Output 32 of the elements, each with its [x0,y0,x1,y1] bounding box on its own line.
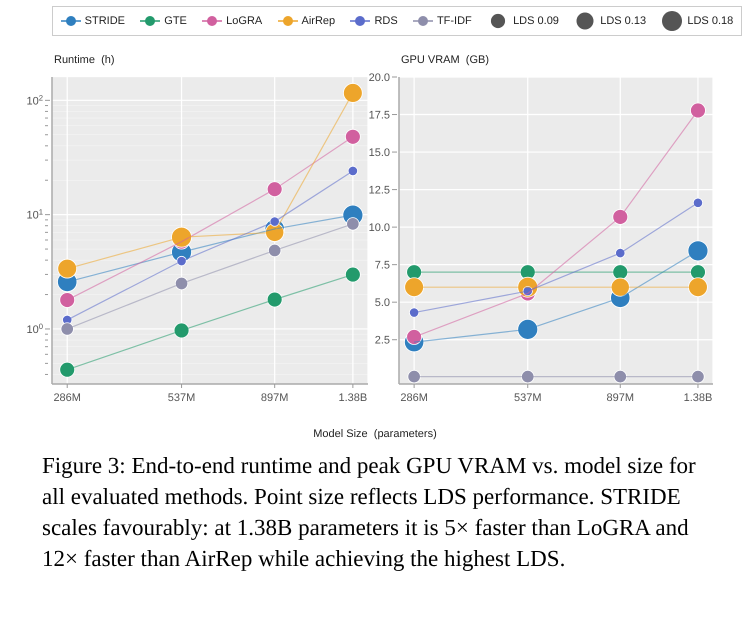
x-tick-label: 897M [260,392,288,404]
y-tick-label: 2.5 [374,334,390,347]
legend-label: TF-IDF [436,15,472,27]
legend-label: GTE [164,15,187,27]
y-tick-label: 17.5 [368,110,390,122]
x-tick-label: 286M [53,392,81,404]
legend-label: RDS [374,15,398,27]
legend-label: STRIDE [84,15,125,27]
y-axis-title: GPU VRAM (GB) [401,54,490,66]
y-axis-title: Runtime (h) [54,54,115,66]
x-axis-title: Model Size (parameters) [312,428,438,440]
legend-label: LDS 0.13 [600,15,646,27]
x-tick-label: 1.38B [338,392,368,404]
legend-label: AirRep [302,15,336,27]
y-tick-label: 7.5 [374,260,390,272]
y-tick-label: 10$^{2}$ [26,92,43,108]
legend-label: LDS 0.18 [687,15,734,27]
legend-label: LoGRA [226,15,262,27]
x-tick-label: 286M [400,392,428,404]
y-tick-label: 20.0 [368,72,390,84]
y-tick-label: 10$^{1}$ [26,207,43,222]
y-tick-label: 5.0 [374,297,390,310]
y-tick-label: 15.0 [368,147,390,160]
x-tick-label: 897M [606,392,634,404]
y-tick-label: 10.0 [368,222,390,234]
y-tick-label: 12.5 [368,184,390,197]
caption: Figure 3: End-to-end runtime and peak GPU VRAM vs. model size for all evaluated methods. Point size reflects LDS performance. STRIDE scales favourably: at 1.38B parameters it is 5× faster than LoGRA and 12× faster than AirRep while achieving the highest LDS. [42,452,697,573]
y-tick-label: 10$^{0}$ [26,321,43,336]
legend-label: LDS 0.09 [513,15,559,27]
x-tick-label: 1.38B [684,392,712,404]
x-tick-label: 537M [168,392,196,404]
x-tick-label: 537M [514,392,542,404]
